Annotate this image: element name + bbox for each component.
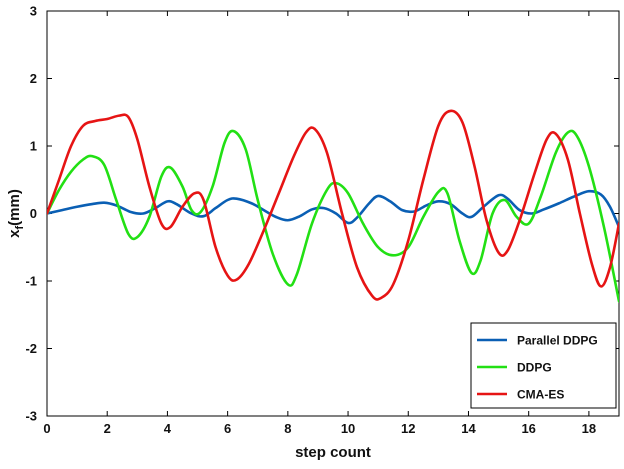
x-tick-label: 10 (341, 421, 355, 436)
y-axis-label-main: x (6, 229, 23, 238)
x-axis-label: step count (295, 444, 371, 461)
x-tick-label: 8 (284, 421, 291, 436)
legend-label-cma-es: CMA-ES (517, 388, 564, 402)
y-tick-label: 1 (30, 139, 37, 154)
x-tick-label: 12 (401, 421, 415, 436)
x-tick-label: 6 (224, 421, 231, 436)
y-tick-label: -3 (25, 409, 37, 424)
x-tick-label: 4 (164, 421, 172, 436)
y-tick-label: 3 (30, 4, 37, 19)
svg-text:xf(mm): xf(mm) (6, 189, 26, 238)
x-tick-label: 18 (582, 421, 596, 436)
x-tick-label: 16 (521, 421, 535, 436)
y-axis-label-unit: (mm) (6, 189, 23, 226)
series-line-cma-es (47, 109, 619, 301)
y-tick-label: -1 (25, 274, 37, 289)
y-axis-label: xf(mm) (6, 189, 26, 238)
legend-label-parallel-ddpg: Parallel DDPG (517, 334, 598, 348)
legend: Parallel DDPG DDPG CMA-ES (470, 322, 617, 409)
y-tick-label: 2 (30, 71, 37, 86)
legend-label-ddpg: DDPG (517, 361, 552, 375)
series-layer (47, 109, 619, 303)
y-tick-label: -2 (25, 341, 37, 356)
x-axis-ticks: 0 2 4 6 8 10 12 14 16 18 (43, 11, 596, 436)
y-axis-label-subscript: f (14, 226, 26, 230)
y-axis-ticks: -3 -2 -1 0 1 2 3 (25, 4, 619, 424)
y-tick-label: 0 (30, 206, 37, 221)
x-tick-label: 0 (43, 421, 50, 436)
x-tick-label: 14 (461, 421, 476, 436)
x-tick-label: 2 (104, 421, 111, 436)
